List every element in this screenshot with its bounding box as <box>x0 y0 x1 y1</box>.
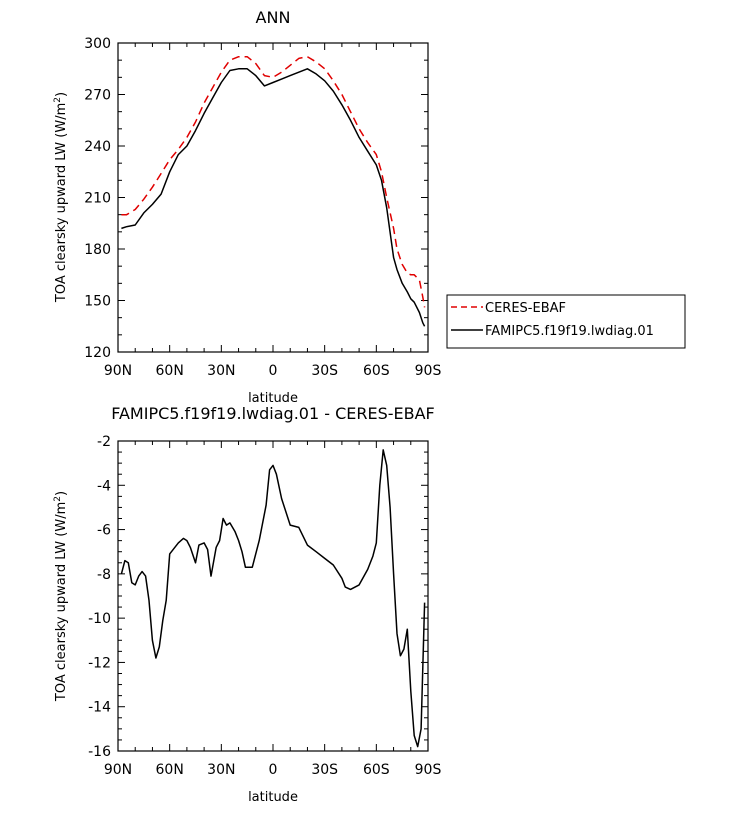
bottom-x-tick-label: 60S <box>363 762 390 778</box>
top-y-tick-label: 150 <box>84 294 111 310</box>
top-plot-frame <box>117 42 429 353</box>
bottom-tick-labels: 90N 60N 30N 0 30S 60S 90S -16 -14 -12 -10 -8 -6 -4 -2 <box>88 434 441 778</box>
bottom-y-tick-label: -4 <box>97 478 111 494</box>
top-x-tick-label: 30N <box>207 363 235 379</box>
top-x-tick-label: 60S <box>363 363 390 379</box>
bottom-x-tick-label: 30N <box>207 762 235 778</box>
top-chart-title: ANN <box>256 8 291 27</box>
bottom-y-tick-label: -6 <box>97 523 111 539</box>
bottom-panel: FAMIPC5.f19f19.lwdiag.01 - CERES-EBAF 90… <box>53 404 441 805</box>
top-legend: CERES-EBAF FAMIPC5.f19f19.lwdiag.01 <box>446 294 686 349</box>
top-x-tick-label: 0 <box>269 363 278 379</box>
top-series-line-famipc5-f19f19-lwdiag-01 <box>121 68 426 327</box>
bottom-x-tick-label: 60N <box>156 762 184 778</box>
top-axis-ticks <box>117 42 429 353</box>
bottom-y-tick-label: -8 <box>97 567 111 583</box>
top-y-tick-label: 270 <box>84 88 111 104</box>
top-x-tick-label: 90N <box>104 363 132 379</box>
top-x-tick-label: 60N <box>156 363 184 379</box>
legend-label-ceres: CERES-EBAF <box>485 301 566 316</box>
top-series-group <box>121 55 426 327</box>
bottom-series-line-difference <box>120 449 426 748</box>
bottom-y-axis-label: TOA clearsky upward LW (W/m2) <box>53 491 69 702</box>
bottom-y-tick-label: -10 <box>88 611 111 627</box>
bottom-x-tick-label: 90S <box>415 762 442 778</box>
bottom-y-tick-label: -16 <box>88 744 111 760</box>
bottom-x-tick-label: 30S <box>311 762 338 778</box>
top-panel: ANN 90N 60N 30N 0 30S 60S 90S 120 150 180 210 240 27… <box>53 8 686 406</box>
top-tick-labels: 90N 60N 30N 0 30S 60S 90S 120 150 180 210 240 270 300 <box>84 36 441 379</box>
bottom-x-axis-label: latitude <box>248 790 298 805</box>
top-x-tick-label: 30S <box>311 363 338 379</box>
bottom-y-tick-label: -14 <box>88 700 111 716</box>
legend-box <box>446 294 686 349</box>
top-y-tick-label: 240 <box>84 139 111 155</box>
bottom-y-tick-label: -12 <box>88 655 111 671</box>
top-y-tick-label: 180 <box>84 242 111 258</box>
top-y-tick-label: 120 <box>84 345 111 361</box>
bottom-chart-title: FAMIPC5.f19f19.lwdiag.01 - CERES-EBAF <box>111 404 435 423</box>
bottom-x-tick-label: 0 <box>269 762 278 778</box>
top-y-tick-label: 300 <box>84 36 111 52</box>
top-series-line-ceres-ebaf <box>121 55 426 308</box>
top-y-axis-label: TOA clearsky upward LW (W/m2) <box>53 92 69 303</box>
bottom-plot-frame <box>117 440 429 752</box>
bottom-x-tick-label: 90N <box>104 762 132 778</box>
bottom-y-tick-label: -2 <box>97 434 111 450</box>
top-y-tick-label: 210 <box>84 191 111 207</box>
bottom-axis-ticks <box>117 440 429 752</box>
top-x-tick-label: 90S <box>415 363 442 379</box>
bottom-series-group <box>120 449 426 748</box>
top-x-axis-label: latitude <box>248 391 298 406</box>
legend-label-model: FAMIPC5.f19f19.lwdiag.01 <box>485 324 654 339</box>
